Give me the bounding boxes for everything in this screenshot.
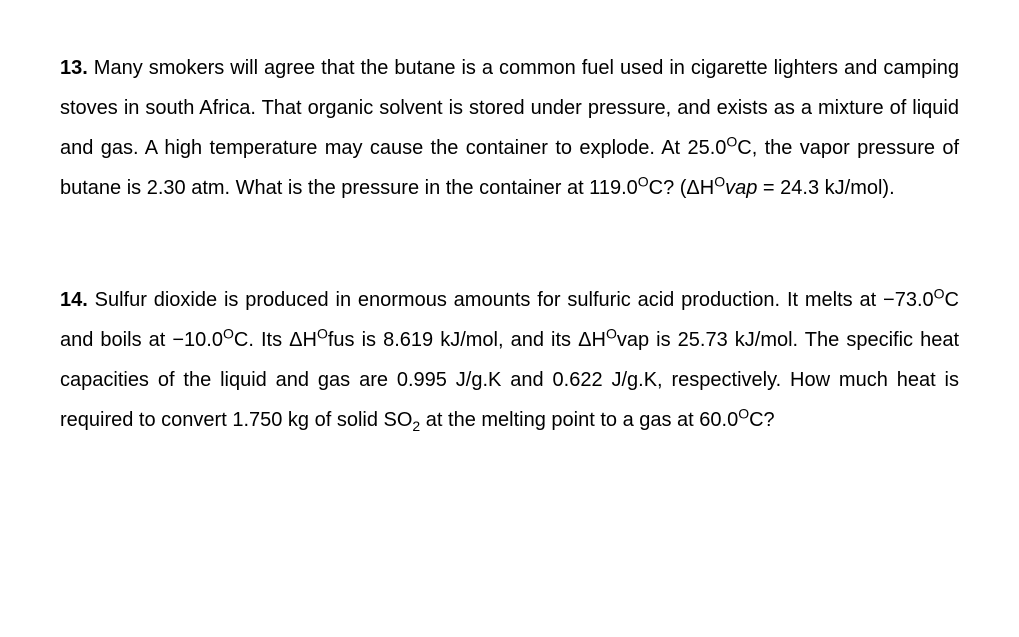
text-run: C? (ΔH — [649, 177, 715, 199]
superscript: O — [223, 325, 234, 341]
page: 13. Many smokers will agree that the but… — [0, 0, 1019, 637]
text-run: = 24.3 kJ/mol). — [757, 177, 894, 199]
superscript: O — [726, 133, 737, 149]
question-14: 14. Sulfur dioxide is produced in enormo… — [60, 280, 959, 440]
text-run: fus is 8.619 kJ/mol, and its ΔH — [328, 329, 606, 351]
superscript: O — [317, 325, 328, 341]
text-run: Sulfur dioxide is produced in enormous a… — [88, 289, 934, 311]
superscript: O — [606, 325, 617, 341]
text-run: at the melting point to a gas at 60.0 — [420, 409, 738, 431]
question-13: 13. Many smokers will agree that the but… — [60, 48, 959, 208]
superscript: O — [638, 173, 649, 189]
superscript: O — [934, 285, 945, 301]
text-run: C. Its ΔH — [234, 329, 317, 351]
question-number: 13. — [60, 57, 88, 79]
text-run: C? — [749, 409, 775, 431]
italic-run: vap — [725, 177, 757, 199]
question-number: 14. — [60, 289, 88, 311]
superscript: O — [714, 173, 725, 189]
superscript: O — [738, 405, 749, 421]
